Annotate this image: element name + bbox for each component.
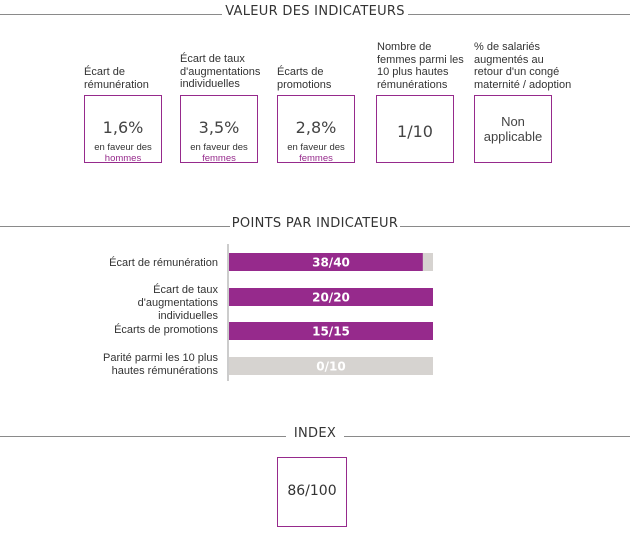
points-title: POINTS PAR INDICATEUR	[231, 216, 399, 231]
indicator-label-pay-gap: Écart de rémunération	[84, 66, 149, 91]
indicator-value: 1/10	[397, 122, 433, 141]
bar-label-promotions-gap: Écarts de promotions	[114, 324, 218, 336]
bar	[229, 322, 433, 340]
points-section-title: POINTS PAR INDICATEUR	[0, 216, 630, 236]
bar-data-label: 20/20	[312, 291, 350, 305]
favor-text: en faveur des femmes	[181, 142, 257, 164]
title-rule-left	[0, 226, 230, 227]
favor-target: femmes	[299, 152, 333, 164]
title-rule-left	[0, 14, 222, 15]
bar-label-pay-gap: Écart de rémunération	[109, 257, 218, 269]
favor-target: hommes	[104, 152, 142, 164]
index-value: 86/100	[287, 483, 337, 499]
indicator-value: Non applicable	[483, 114, 543, 144]
bar-data-label: 38/40	[312, 256, 350, 270]
favor-prefix: en faveur des	[190, 142, 248, 153]
indicator-box-maternity-raises: Non applicable	[474, 95, 552, 163]
indicator-label-raises-gap: Écart de taux d'augmentations individuel…	[180, 53, 261, 90]
index-box: 86/100	[277, 457, 347, 527]
bar-track	[229, 357, 433, 375]
indicator-box-pay-gap: 1,6% en faveur des hommes	[84, 95, 162, 163]
index-section-title: INDEX	[0, 426, 630, 446]
indicator-label-top10-women: Nombre de femmes parmi les 10 plus haute…	[377, 41, 464, 91]
indicator-label-promotions-gap: Écarts de promotions	[277, 66, 332, 91]
points-bar-chart: 38/40 20/20 15/15 0/10	[227, 244, 433, 381]
values-section-title: VALEUR DES INDICATEURS	[0, 4, 630, 24]
bar-label-top10-parity: Parité parmi les 10 plus hautes rémunéra…	[103, 352, 218, 377]
bar	[229, 253, 423, 271]
bar-data-label: 15/15	[312, 325, 350, 339]
indicator-value: 2,8%	[295, 118, 337, 137]
index-title: INDEX	[293, 426, 337, 441]
title-rule-right	[400, 226, 630, 227]
title-rule-left	[0, 436, 286, 437]
title-rule-right	[344, 436, 630, 437]
bar-data-label: 0/10	[316, 360, 345, 374]
indicator-label-maternity-raises: % de salariés augmentés au retour d'un c…	[474, 41, 572, 91]
indicator-box-raises-gap: 3,5% en faveur des femmes	[180, 95, 258, 163]
indicator-value: 3,5%	[198, 118, 240, 137]
favor-prefix: en faveur des	[287, 142, 345, 153]
indicator-box-top10-women: 1/10	[376, 95, 454, 163]
favor-text: en faveur des femmes	[278, 142, 354, 164]
indicator-value: 1,6%	[102, 118, 144, 137]
bar-label-raises-gap: Écart de taux d'augmentations individuel…	[137, 284, 218, 322]
favor-prefix: en faveur des	[94, 142, 152, 153]
favor-text: en faveur des hommes	[85, 142, 161, 164]
favor-target: femmes	[202, 152, 236, 164]
bar	[229, 288, 433, 306]
indicator-box-promotions-gap: 2,8% en faveur des femmes	[277, 95, 355, 163]
values-title: VALEUR DES INDICATEURS	[225, 4, 405, 19]
title-rule-right	[408, 14, 630, 15]
